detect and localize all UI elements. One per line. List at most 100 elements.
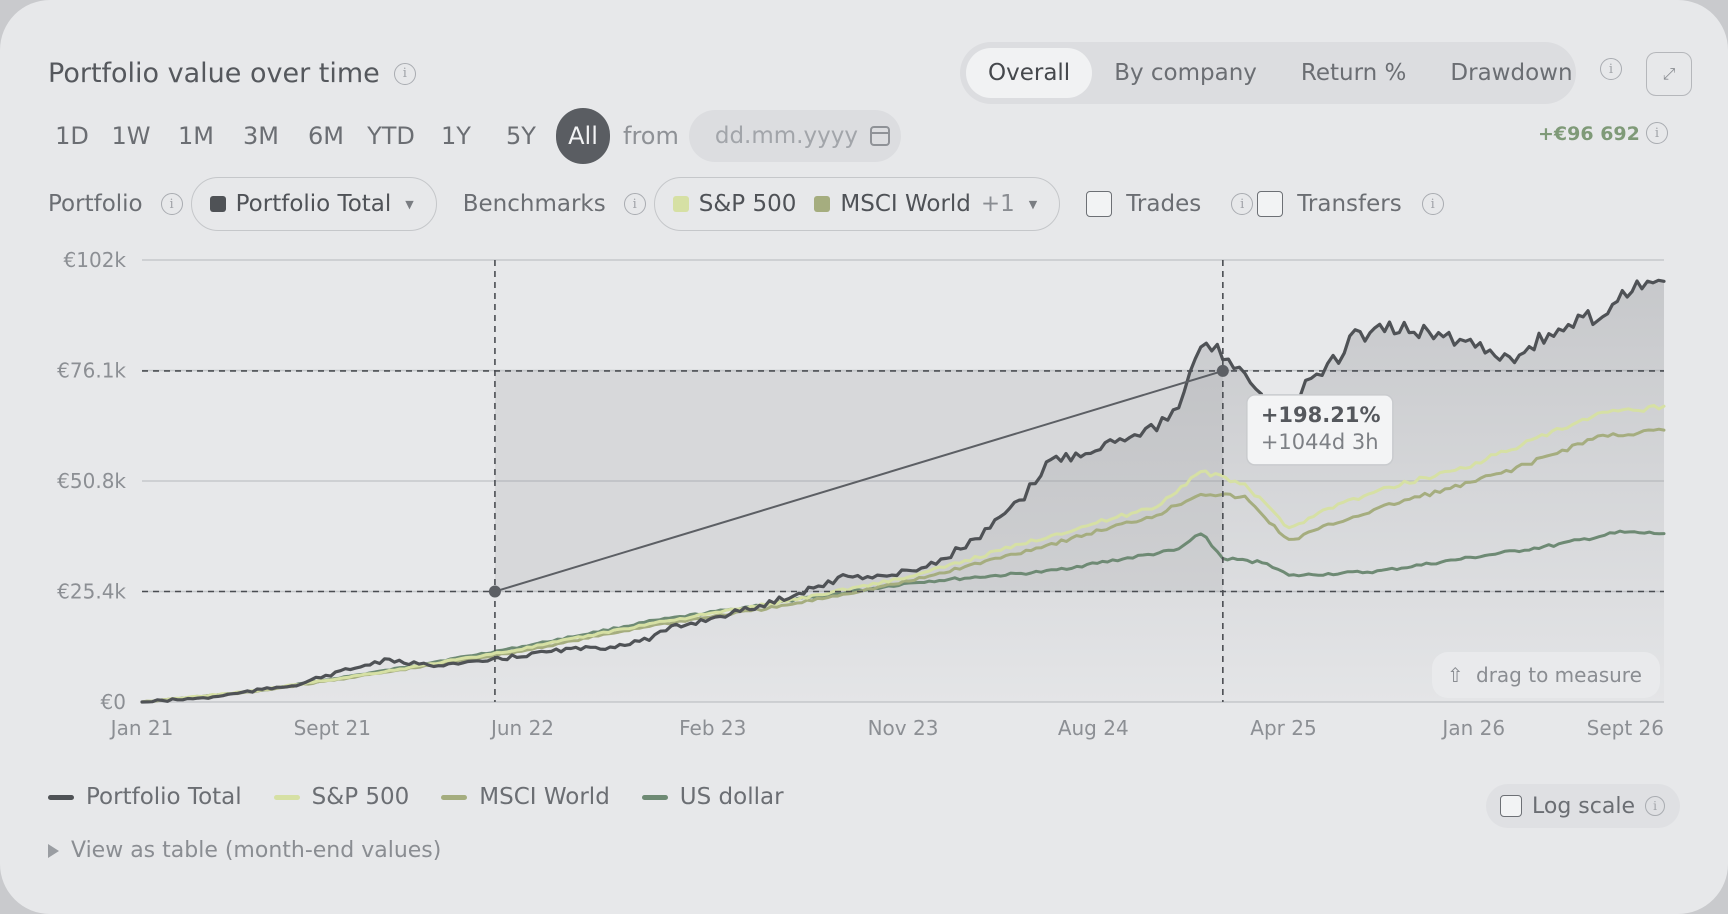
measure-tooltip: +198.21% +1044d 3h — [1246, 394, 1394, 466]
legend-swatch — [48, 794, 74, 800]
benchmarks-info-icon[interactable]: i — [623, 193, 646, 215]
measure-duration: +1044d 3h — [1261, 430, 1379, 454]
log-scale-toggle[interactable]: Log scale i — [1486, 784, 1680, 828]
total-change-value: +€96 692 — [1538, 123, 1640, 145]
benchmark-1-label: S&P 500 — [698, 191, 797, 217]
page-title: Portfolio value over time — [48, 58, 380, 89]
msci-swatch — [814, 196, 831, 212]
y-axis: €0 €25.4k €50.8k €76.1k €102k — [57, 248, 126, 714]
x-tick-label: Sept 21 — [294, 716, 371, 740]
measure-overlay — [142, 260, 1664, 702]
benchmark-more-count: +1 — [980, 191, 1015, 217]
x-tick-label: Feb 23 — [679, 716, 746, 740]
legend-label: US dollar — [679, 784, 784, 810]
trades-label: Trades — [1126, 191, 1202, 217]
drag-hint-box — [1432, 652, 1660, 698]
range-3m[interactable]: 3M — [243, 122, 279, 150]
range-all[interactable]: All — [556, 108, 610, 164]
view-tab-drawdown[interactable]: Drawdown — [1450, 60, 1573, 86]
range-1w[interactable]: 1W — [111, 122, 151, 150]
legend-item-sp500[interactable]: S&P 500 — [273, 784, 409, 810]
shift-arrow-icon: ⇧ — [1447, 663, 1464, 687]
log-scale-checkbox[interactable] — [1500, 795, 1522, 817]
portfolio-label: Portfolio — [48, 191, 143, 217]
measure-tooltip-box — [1246, 394, 1394, 466]
x-tick-label: Jan 26 — [1440, 716, 1505, 740]
y-tick-label: €102k — [64, 248, 127, 272]
legend-label: Portfolio Total — [86, 784, 242, 810]
view-tab-return[interactable]: Return % — [1300, 60, 1407, 86]
drag-hint: ⇧ drag to measure — [1432, 652, 1660, 698]
legend-item-portfolio[interactable]: Portfolio Total — [48, 784, 242, 810]
measure-end-point — [1216, 364, 1229, 377]
log-scale-info-icon[interactable]: i — [1644, 796, 1665, 816]
range-5y[interactable]: 5Y — [506, 122, 536, 150]
range-ytd[interactable]: YTD — [367, 122, 415, 150]
x-tick-label: Apr 25 — [1250, 716, 1316, 740]
benchmarks-label: Benchmarks — [462, 191, 606, 217]
view-tab-overall[interactable]: Overall — [966, 48, 1093, 98]
y-tick-label: €25.4k — [57, 580, 126, 604]
legend-label: MSCI World — [479, 784, 610, 810]
portfolio-chart[interactable]: €0€25.4k€50.8k€76.1k€102k Jan 21 Sept 21 J… — [0, 240, 1728, 760]
y-tick-label: €50.8k — [57, 469, 126, 493]
series-line-sp500 — [140, 403, 1666, 704]
view-table-label: View as table (month-end values) — [71, 838, 442, 863]
from-date-input[interactable]: dd.mm.yyyy — [688, 110, 901, 162]
measure-start-point — [488, 585, 501, 598]
legend-swatch — [441, 794, 468, 800]
legend-item-msci[interactable]: MSCI World — [441, 784, 610, 810]
transfers-label: Transfers — [1297, 191, 1402, 217]
portfolio-info-icon[interactable]: i — [160, 193, 183, 215]
from-label: from — [623, 122, 679, 150]
benchmarks-select[interactable]: S&P 500 MSCI World +1 ▼ — [653, 177, 1061, 231]
total-change-info-icon[interactable]: i — [1646, 122, 1668, 144]
x-tick-label: Jun 22 — [489, 716, 554, 740]
range-selector: 1D 1W 1M 3M 6M YTD 1Y 5Y All from dd.mm.… — [48, 108, 901, 164]
chevron-down-icon: ▼ — [405, 197, 414, 211]
expand-button[interactable]: ⤢ — [1646, 52, 1692, 96]
series-line-usd — [140, 529, 1666, 704]
view-table-toggle[interactable]: View as table (month-end values) — [48, 838, 441, 863]
chart-header: Portfolio value over time i — [48, 58, 416, 89]
view-tab-by-company[interactable]: By company — [1114, 60, 1257, 86]
sp500-swatch — [672, 196, 689, 212]
trades-checkbox[interactable] — [1086, 191, 1113, 217]
filter-bar: Portfolio i Portfolio Total ▼ Benchmarks… — [48, 176, 1444, 232]
portfolio-select-value: Portfolio Total — [235, 191, 392, 217]
x-tick-label: Sept 26 — [1587, 716, 1664, 740]
portfolio-area — [142, 280, 1664, 702]
range-1m[interactable]: 1M — [178, 122, 214, 150]
y-tick-label: €0 — [101, 690, 126, 714]
y-tick-label: €76.1k — [57, 359, 126, 383]
calendar-icon[interactable] — [869, 126, 890, 146]
measure-diagonal — [494, 369, 1224, 593]
expand-icon: ⤢ — [1662, 64, 1676, 83]
chart-legend: Portfolio Total S&P 500 MSCI World US do… — [48, 784, 784, 810]
x-tick-label: Jan 21 — [109, 716, 174, 740]
log-scale-label: Log scale — [1532, 793, 1635, 819]
transfers-checkbox[interactable] — [1257, 191, 1284, 217]
x-tick-label: Aug 24 — [1058, 716, 1129, 740]
range-6m[interactable]: 6M — [308, 122, 344, 150]
view-switcher: Overall By company Return % Drawdown — [960, 42, 1576, 104]
measure-percent: +198.21% — [1261, 403, 1381, 427]
series-line-portfolio — [140, 278, 1666, 704]
date-placeholder: dd.mm.yyyy — [714, 123, 858, 149]
trades-info-icon[interactable]: i — [1231, 193, 1254, 215]
range-1d[interactable]: 1D — [55, 122, 89, 150]
legend-swatch — [641, 794, 668, 800]
x-axis: Jan 21 Sept 21 Jun 22 Feb 23 Nov 23 Aug 24 Apr… — [109, 716, 1664, 740]
legend-item-usd[interactable]: US dollar — [641, 784, 784, 810]
chevron-down-icon: ▼ — [1028, 197, 1038, 211]
legend-swatch — [273, 794, 300, 800]
portfolio-swatch — [209, 196, 226, 212]
title-info-icon[interactable]: i — [393, 62, 416, 85]
x-tick-label: Nov 23 — [868, 716, 939, 740]
portfolio-select[interactable]: Portfolio Total ▼ — [190, 177, 437, 231]
range-1y[interactable]: 1Y — [441, 122, 471, 150]
drag-hint-text: drag to measure — [1476, 663, 1642, 687]
view-info-icon[interactable]: i — [1600, 58, 1622, 80]
transfers-info-icon[interactable]: i — [1421, 193, 1444, 215]
